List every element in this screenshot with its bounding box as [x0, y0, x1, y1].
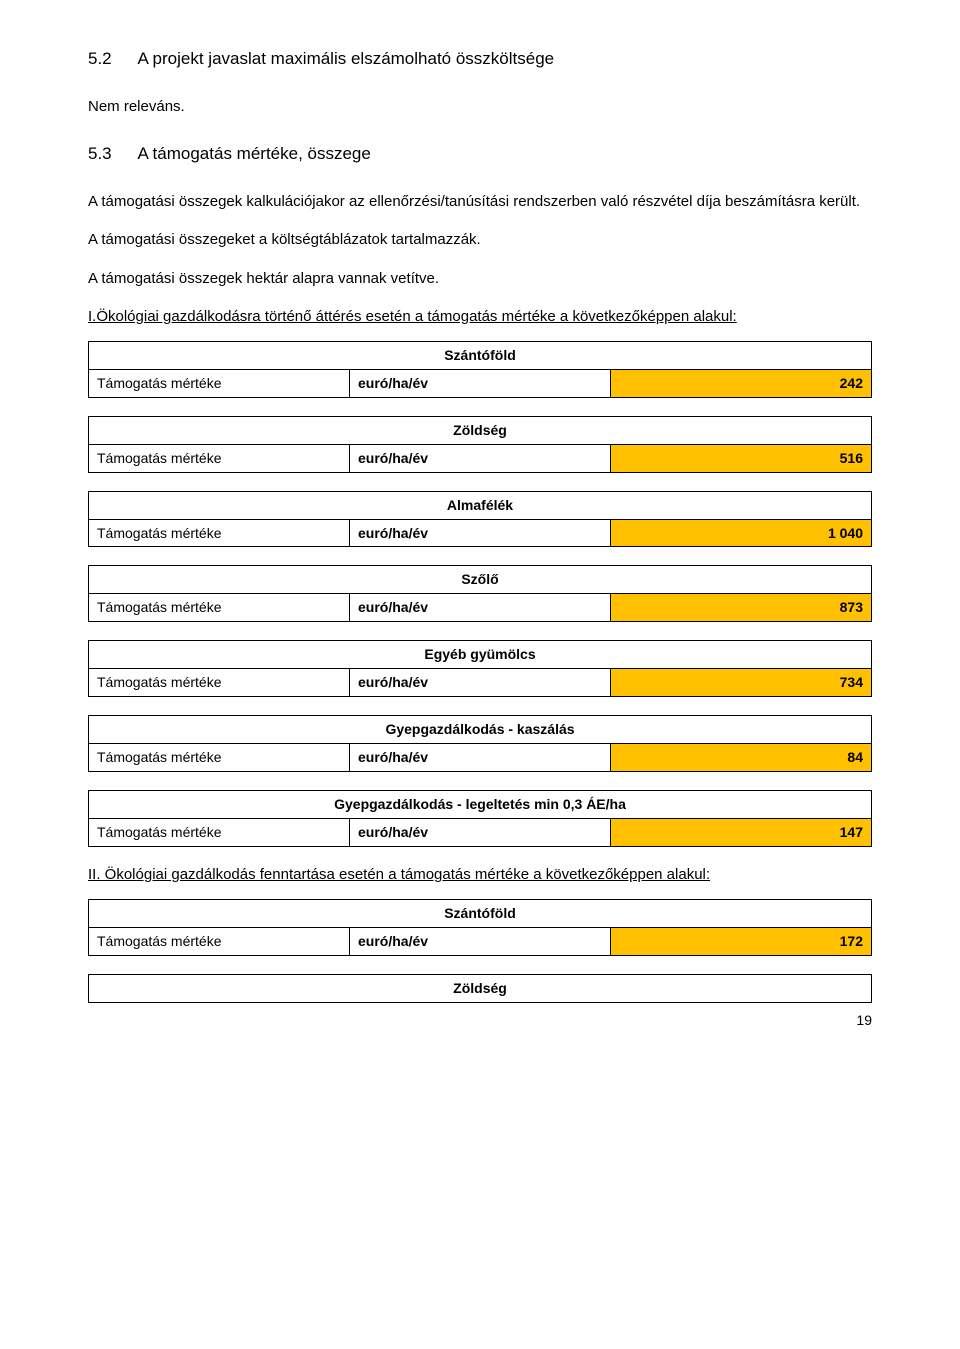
table-unit-label: euró/ha/év	[350, 818, 611, 846]
table-category-header: Egyéb gyümölcs	[89, 641, 872, 669]
section-5-3-p1: A támogatási összegek kalkulációjakor az…	[88, 192, 872, 212]
support-table: SzőlőTámogatás mértékeeuró/ha/év873	[88, 565, 872, 622]
table-value: 242	[611, 370, 872, 398]
section-5-2-body: Nem releváns.	[88, 97, 872, 117]
table-value: 516	[611, 444, 872, 472]
table-row-label: Támogatás mértéke	[89, 370, 350, 398]
table-value: 84	[611, 743, 872, 771]
table-row-label: Támogatás mértéke	[89, 444, 350, 472]
table-category-header: Szántóföld	[89, 342, 872, 370]
table-row-label: Támogatás mértéke	[89, 818, 350, 846]
table-value: 873	[611, 594, 872, 622]
table-category-header: Zöldség	[89, 974, 872, 1002]
table-row-label: Támogatás mértéke	[89, 669, 350, 697]
table-unit-label: euró/ha/év	[350, 927, 611, 955]
support-table: ZöldségTámogatás mértékeeuró/ha/év516	[88, 416, 872, 473]
table-value: 1 040	[611, 519, 872, 547]
section-5-3-number: 5.3	[88, 143, 112, 166]
section-5-3-p3: A támogatási összegek hektár alapra vann…	[88, 269, 872, 289]
table-category-header: Gyepgazdálkodás - kaszálás	[89, 716, 872, 744]
section-5-2-heading: 5.2 A projekt javaslat maximális elszámo…	[88, 48, 872, 71]
group1-intro: I.Ökológiai gazdálkodásra történő áttéré…	[88, 307, 872, 327]
section-5-3-p2: A támogatási összegeket a költségtábláza…	[88, 230, 872, 250]
table-unit-label: euró/ha/év	[350, 669, 611, 697]
table-category-header: Gyepgazdálkodás - legeltetés min 0,3 ÁE/…	[89, 790, 872, 818]
table-unit-label: euró/ha/év	[350, 519, 611, 547]
section-5-3-heading: 5.3 A támogatás mértéke, összege	[88, 143, 872, 166]
table-category-header: Szőlő	[89, 566, 872, 594]
table-value: 147	[611, 818, 872, 846]
table-row-label: Támogatás mértéke	[89, 519, 350, 547]
table-category-header: Szántóföld	[89, 899, 872, 927]
table-row-label: Támogatás mértéke	[89, 927, 350, 955]
support-table: SzántóföldTámogatás mértékeeuró/ha/év172	[88, 899, 872, 956]
table-value: 172	[611, 927, 872, 955]
page-number: 19	[88, 1011, 872, 1030]
table-unit-label: euró/ha/év	[350, 444, 611, 472]
support-table: SzántóföldTámogatás mértékeeuró/ha/év242	[88, 341, 872, 398]
section-5-3-title: A támogatás mértéke, összege	[137, 144, 370, 163]
support-table: Gyepgazdálkodás - kaszálásTámogatás mért…	[88, 715, 872, 772]
table-unit-label: euró/ha/év	[350, 370, 611, 398]
support-table: Gyepgazdálkodás - legeltetés min 0,3 ÁE/…	[88, 790, 872, 847]
support-table-tail: Zöldség	[88, 974, 872, 1003]
table-row-label: Támogatás mértéke	[89, 743, 350, 771]
section-5-2-number: 5.2	[88, 48, 112, 71]
table-value: 734	[611, 669, 872, 697]
table-unit-label: euró/ha/év	[350, 594, 611, 622]
table-unit-label: euró/ha/év	[350, 743, 611, 771]
table-row-label: Támogatás mértéke	[89, 594, 350, 622]
support-table: AlmafélékTámogatás mértékeeuró/ha/év1 04…	[88, 491, 872, 548]
table-category-header: Zöldség	[89, 416, 872, 444]
group2-intro: II. Ökológiai gazdálkodás fenntartása es…	[88, 865, 872, 885]
section-5-2-title: A projekt javaslat maximális elszámolhat…	[137, 49, 554, 68]
table-category-header: Almafélék	[89, 491, 872, 519]
support-table: Egyéb gyümölcsTámogatás mértékeeuró/ha/é…	[88, 640, 872, 697]
